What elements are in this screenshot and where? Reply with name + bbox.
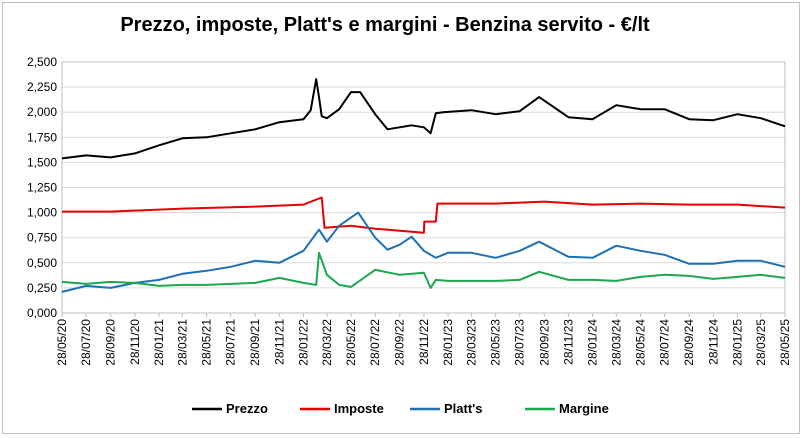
legend-label: Margine — [559, 401, 609, 416]
y-tick-label: 1,500 — [27, 155, 57, 169]
chart-frame — [2, 2, 800, 434]
x-tick-label: 28/09/24 — [682, 319, 696, 366]
x-tick-label: 28/05/24 — [633, 319, 647, 366]
y-tick-label: 0,500 — [27, 256, 57, 270]
y-tick-label: 1,000 — [27, 206, 57, 220]
y-tick-label: 2,000 — [27, 105, 57, 119]
x-tick-label: 28/07/23 — [513, 319, 527, 366]
x-tick-label: 28/07/24 — [658, 319, 672, 366]
x-tick-label: 28/11/20 — [128, 319, 142, 365]
x-tick-label: 28/01/21 — [152, 319, 166, 366]
x-tick-label: 28/05/25 — [778, 319, 792, 366]
x-tick-label: 28/09/21 — [248, 319, 262, 366]
x-tick-label: 28/03/23 — [464, 319, 478, 366]
x-tick-label: 28/03/24 — [609, 319, 623, 366]
y-tick-label: 0,750 — [27, 231, 57, 245]
series-lines — [61, 78, 786, 293]
x-tick-label: 28/05/21 — [200, 319, 214, 366]
x-tick-label: 28/11/23 — [561, 319, 575, 365]
y-axis: 0,000 0,250 0,500 0,750 1,000 1,250 1,500 1,750… — [27, 55, 57, 320]
x-tick-label: 28/03/25 — [754, 319, 768, 366]
x-axis: 28/05/20 28/07/20 28/09/20 28/11/20 28/01/21… — [55, 313, 792, 366]
series-line-imposte — [62, 196, 786, 234]
x-tick-label: 28/05/22 — [344, 319, 358, 366]
x-tick-label: 28/03/22 — [320, 319, 334, 366]
legend-label: Prezzo — [226, 401, 268, 416]
series-line-platts — [61, 211, 786, 293]
y-tick-label: 1,250 — [27, 181, 57, 195]
x-tick-label: 28/09/22 — [393, 319, 407, 366]
x-tick-label: 28/01/24 — [586, 319, 600, 366]
x-tick-label: 28/01/23 — [441, 319, 455, 366]
x-tick-label: 28/05/20 — [55, 319, 69, 366]
series-line-prezzo — [61, 78, 786, 160]
x-tick-label: 28/07/22 — [368, 319, 382, 366]
legend-label: Platt's — [444, 401, 483, 416]
y-tick-label: 1,750 — [27, 130, 57, 144]
legend: Prezzo Imposte Platt's Margine — [192, 401, 609, 416]
x-tick-label: 28/01/22 — [297, 319, 311, 366]
x-tick-label: 28/11/24 — [706, 319, 720, 365]
x-tick-label: 28/09/23 — [537, 319, 551, 366]
x-tick-label: 28/09/20 — [104, 319, 118, 366]
x-tick-label: 28/07/21 — [224, 319, 238, 366]
x-tick-label: 28/01/25 — [730, 319, 744, 366]
x-tick-label: 28/05/23 — [489, 319, 503, 366]
y-tick-label: 2,250 — [27, 80, 57, 94]
x-tick-label: 28/07/20 — [79, 319, 93, 366]
y-tick-label: 2,500 — [27, 55, 57, 69]
chart-title: Prezzo, imposte, Platt's e margini - Ben… — [120, 14, 650, 36]
series-line-margine — [61, 251, 786, 289]
x-tick-label: 28/11/22 — [417, 319, 431, 365]
legend-label: Imposte — [334, 401, 384, 416]
y-tick-label: 0,000 — [27, 306, 57, 320]
y-tick-label: 0,250 — [27, 281, 57, 295]
x-tick-label: 28/03/21 — [175, 319, 189, 366]
x-tick-label: 28/11/21 — [272, 319, 286, 365]
